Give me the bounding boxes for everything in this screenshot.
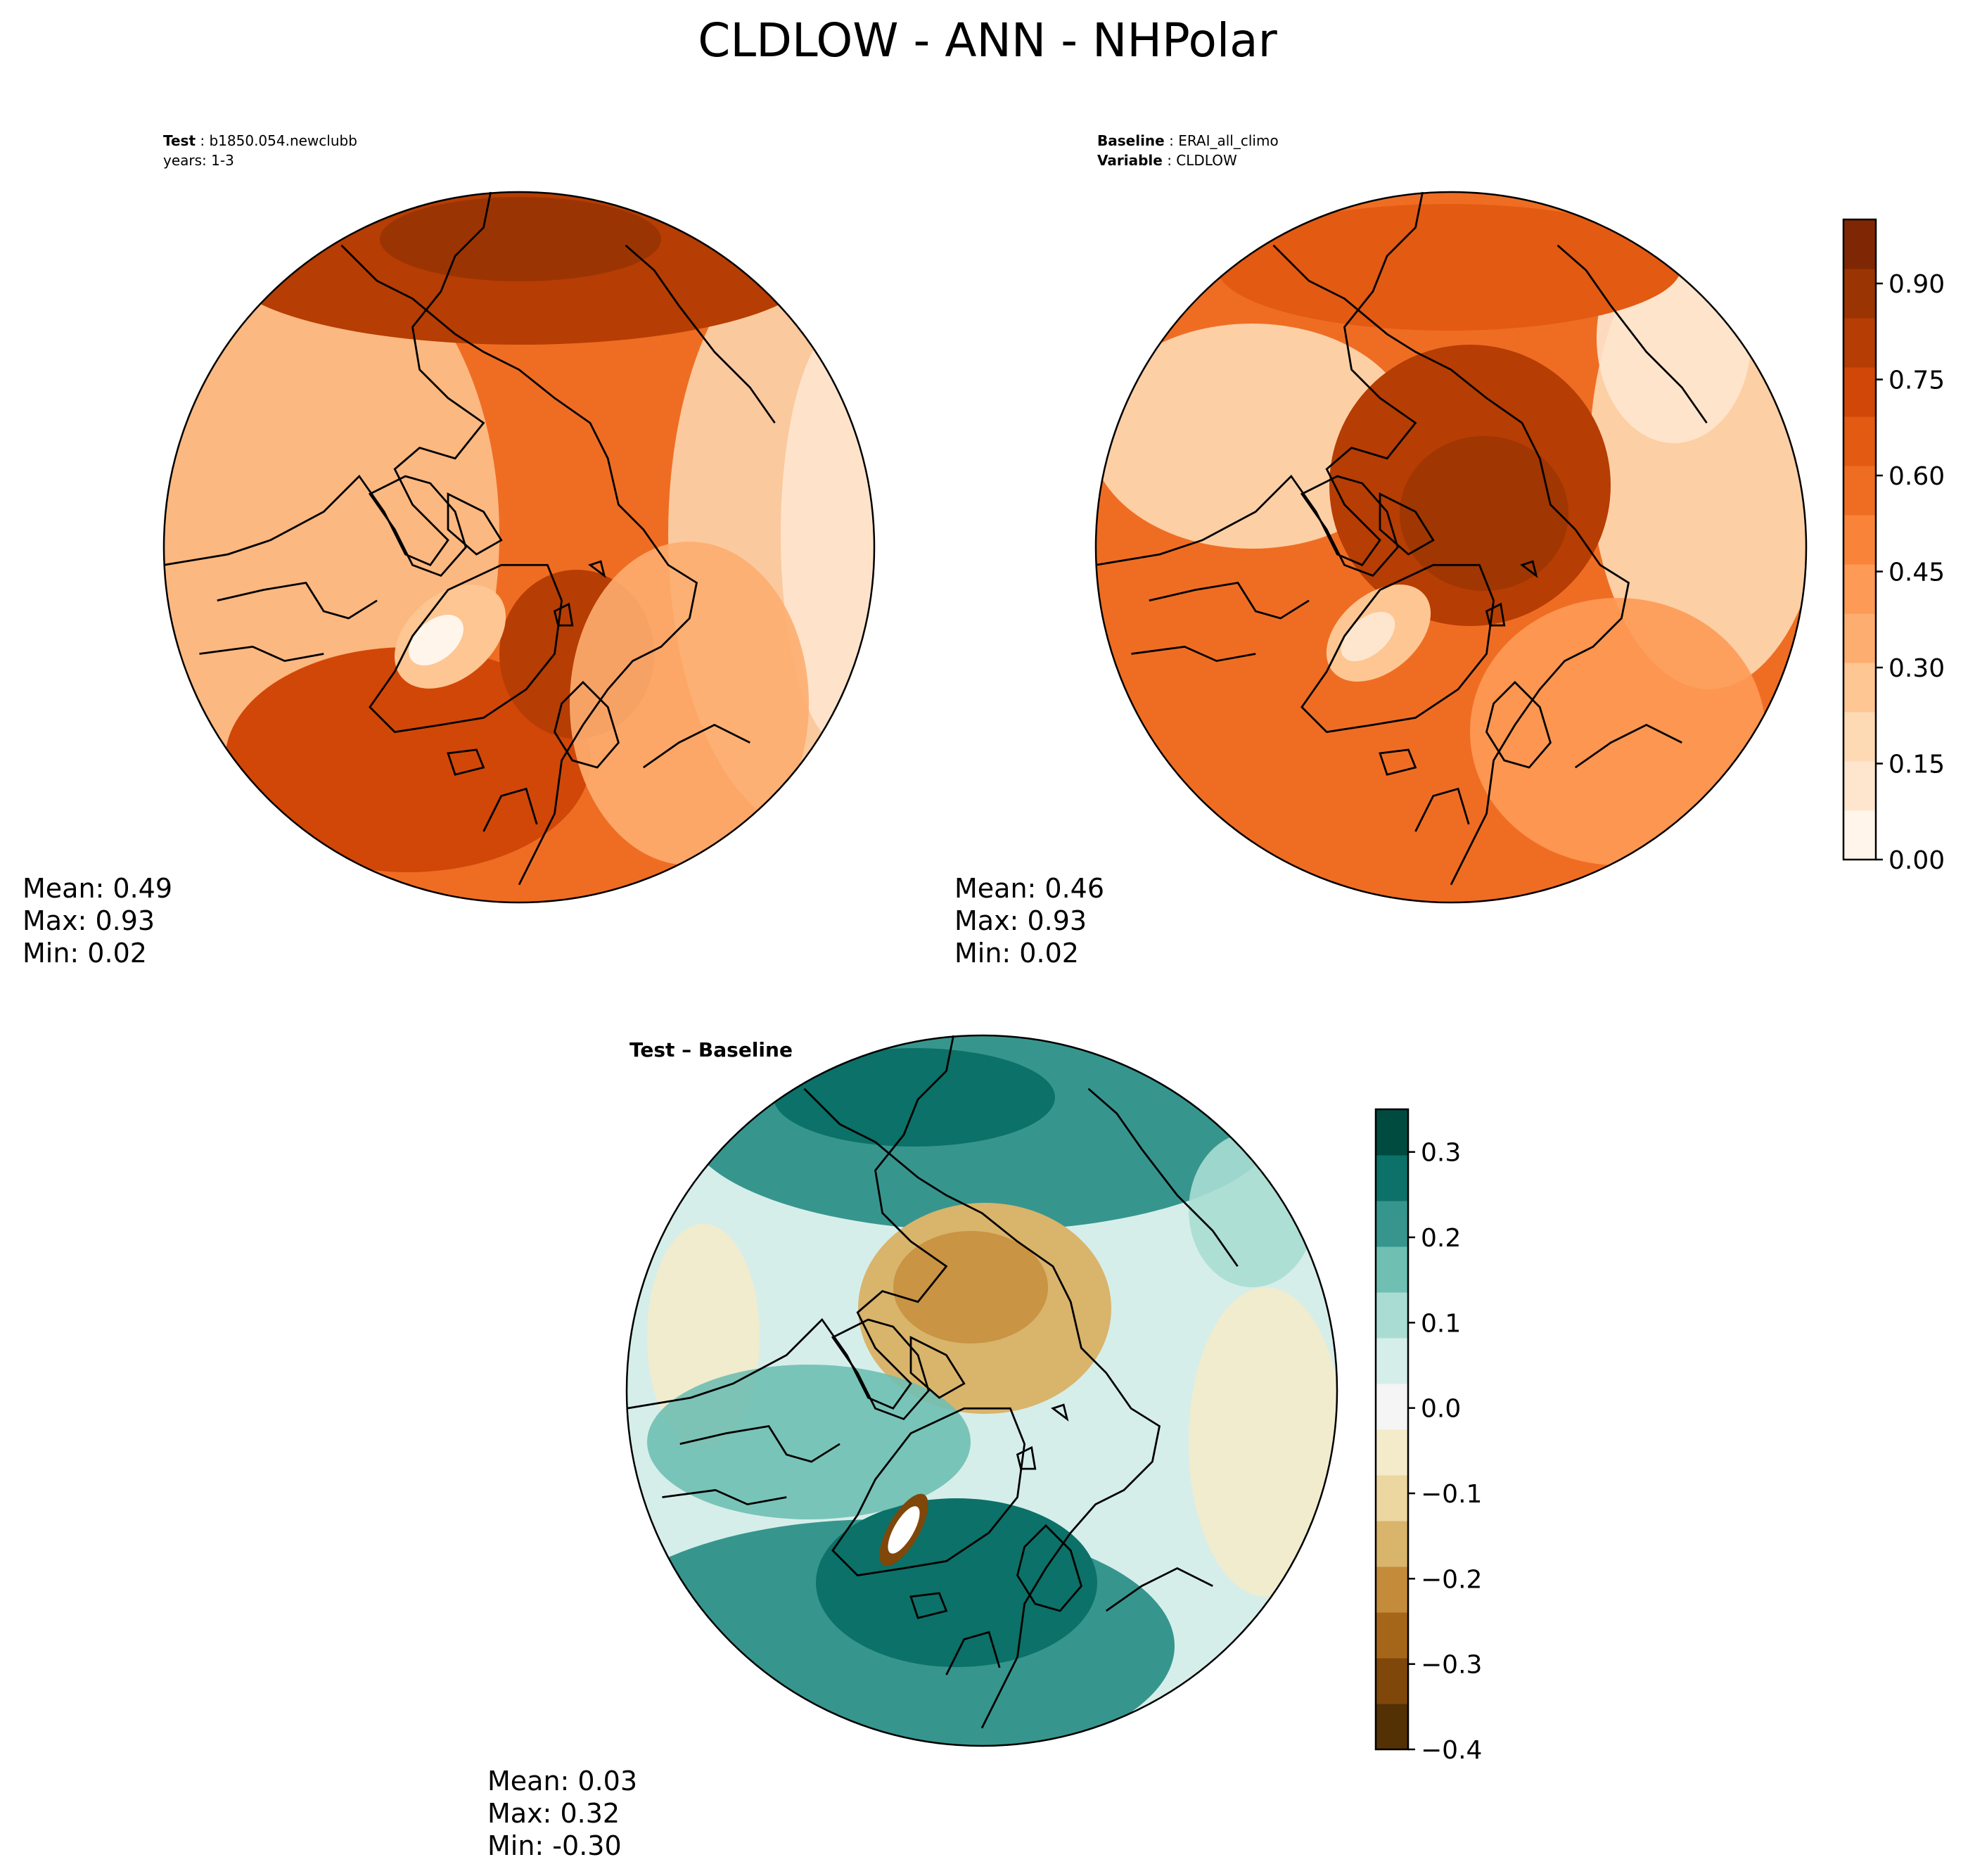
seq-colorbar-tick-label: 0.60 [1888, 462, 1945, 491]
div-colorbar-tick-label: −0.4 [1421, 1736, 1482, 1765]
seq-colorbar-tick-label: 0.00 [1888, 846, 1945, 875]
div-colorbar-tick-label: 0.1 [1421, 1309, 1461, 1338]
figure-title: CLDLOW - ANN - NHPolar [698, 13, 1277, 68]
panel-difference: Test – Baseline Mean: 0.03 Max: 0.32 Min… [487, 1020, 1482, 1861]
colorbar-sequential: 0.00 0.15 0.30 0.45 0.60 0.75 0.90 [1842, 218, 1945, 875]
panel-test: Test : b1850.054.newclubb years: 1-3 Mea… [23, 132, 950, 969]
seq-colorbar-frame [1842, 218, 1877, 861]
diff-stat-min: Min: -0.30 [487, 1830, 622, 1861]
test-header-bold: Test [163, 132, 196, 149]
seq-colorbar-segment [1843, 613, 1876, 663]
colorbar-diverging: 0.3 0.2 0.1 0.0 −0.1 −0.2 −0.3 −0.4 [1374, 1108, 1482, 1765]
div-colorbar-segment [1376, 1521, 1408, 1567]
div-colorbar-tick-label: 0.3 [1421, 1139, 1461, 1168]
seq-colorbar-tick-label: 0.45 [1888, 559, 1945, 587]
seq-colorbar-segment [1843, 761, 1876, 811]
div-colorbar-segment [1376, 1201, 1408, 1247]
test-header: Test : b1850.054.newclubb [163, 132, 357, 149]
baseline-header-bold: Baseline [1097, 132, 1165, 149]
test-map-boundary [162, 191, 876, 904]
baseline-map-boundary [1094, 191, 1808, 904]
div-colorbar-tick-label: 0.0 [1421, 1395, 1461, 1424]
div-colorbar-tick-label: −0.3 [1421, 1651, 1482, 1680]
test-map [164, 192, 874, 902]
div-colorbar-segment [1376, 1246, 1408, 1293]
seq-colorbar-segment [1843, 318, 1876, 368]
seq-colorbar-segment [1843, 810, 1876, 860]
div-colorbar-frame [1374, 1108, 1410, 1751]
panel-baseline: Baseline : ERAI_all_climo Variable : CLD… [954, 132, 1945, 969]
baseline-header-value: ERAI_all_climo [1178, 132, 1279, 149]
test-stat-mean: Mean: 0.49 [23, 873, 172, 904]
div-colorbar-segment [1376, 1658, 1408, 1704]
seq-colorbar-tick-label: 0.30 [1888, 654, 1945, 683]
test-stat-min: Min: 0.02 [23, 938, 147, 969]
seq-colorbar-tick-label: 0.15 [1888, 751, 1945, 779]
baseline-variable-value: CLDLOW [1176, 152, 1237, 169]
seq-colorbar-segment [1843, 416, 1876, 466]
div-colorbar-segment [1376, 1475, 1408, 1521]
baseline-stat-max: Max: 0.93 [954, 905, 1087, 936]
div-colorbar-segment [1376, 1384, 1408, 1430]
div-colorbar-segment [1376, 1429, 1408, 1476]
diff-header: Test – Baseline [629, 1038, 793, 1061]
div-colorbar-segment [1376, 1338, 1408, 1384]
seq-colorbar-segment [1843, 466, 1876, 516]
seq-colorbar-segment [1843, 219, 1876, 269]
baseline-variable-bold: Variable [1097, 152, 1163, 169]
div-colorbar-segment [1376, 1566, 1408, 1613]
div-colorbar-segment [1376, 1155, 1408, 1201]
test-header-value: b1850.054.newclubb [209, 132, 357, 149]
baseline-stat-mean: Mean: 0.46 [954, 873, 1104, 904]
test-header-years: years: 1-3 [163, 152, 234, 169]
seq-colorbar-segment [1843, 564, 1876, 614]
seq-colorbar-segment [1843, 663, 1876, 713]
baseline-header: Baseline : ERAI_all_climo [1097, 132, 1279, 149]
seq-colorbar-tick-label: 0.90 [1888, 270, 1945, 299]
div-colorbar-tick-label: 0.2 [1421, 1224, 1461, 1253]
test-stat-max: Max: 0.93 [23, 905, 155, 936]
seq-colorbar-segment [1843, 515, 1876, 565]
div-colorbar-segment [1376, 1704, 1408, 1750]
seq-colorbar-tick-label: 0.75 [1888, 366, 1945, 395]
baseline-variable: Variable : CLDLOW [1097, 152, 1237, 169]
div-colorbar-tick-label: −0.1 [1421, 1480, 1482, 1509]
div-colorbar-tick-label: −0.2 [1421, 1565, 1482, 1594]
div-colorbar-segment [1376, 1109, 1408, 1156]
seq-colorbar-segment [1843, 712, 1876, 762]
seq-colorbar-segment [1843, 367, 1876, 417]
div-colorbar-segment [1376, 1292, 1408, 1339]
seq-colorbar-segment [1843, 269, 1876, 319]
diff-stat-max: Max: 0.32 [487, 1798, 620, 1829]
diff-stat-mean: Mean: 0.03 [487, 1766, 637, 1797]
baseline-stat-min: Min: 0.02 [954, 938, 1079, 969]
difference-map-boundary [625, 1034, 1338, 1747]
div-colorbar-segment [1376, 1612, 1408, 1659]
